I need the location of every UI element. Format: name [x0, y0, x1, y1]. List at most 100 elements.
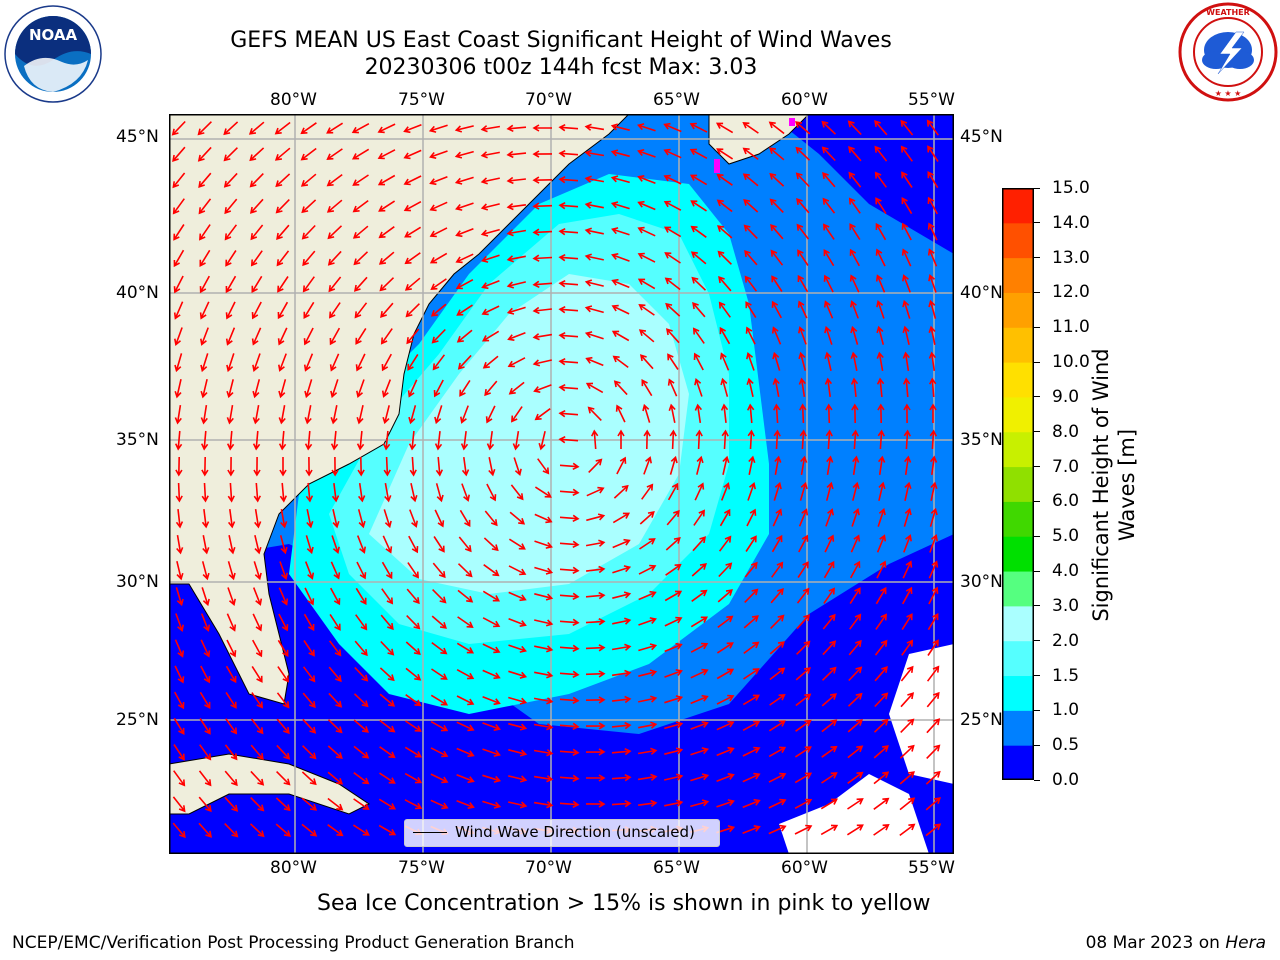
wave-direction-arrow [378, 251, 395, 265]
wave-direction-arrow [537, 458, 550, 475]
wave-direction-arrow [875, 222, 887, 241]
wave-direction-arrow [821, 146, 836, 162]
wave-direction-arrow [434, 431, 443, 451]
wave-direction-arrow [197, 121, 212, 136]
wave-direction-arrow [559, 540, 580, 549]
lat-label-right-25n: 25°N [960, 710, 1003, 730]
wave-direction-arrow [584, 253, 604, 261]
wave-direction-arrow [848, 197, 861, 214]
wave-direction-arrow [406, 588, 420, 605]
wave-direction-arrow [404, 772, 423, 784]
wave-direction-arrow [666, 509, 680, 526]
wave-direction-arrow [746, 377, 754, 397]
wave-direction-arrow [353, 251, 369, 266]
colorbar-tick-label: 14.0 [1052, 212, 1090, 233]
wave-direction-arrow [770, 224, 784, 240]
wave-direction-arrow [821, 719, 838, 733]
wave-direction-arrow [430, 720, 449, 732]
colorbar-tick-mark [1034, 675, 1040, 677]
wave-direction-arrow [326, 199, 343, 213]
wave-direction-arrow [901, 196, 913, 215]
wave-direction-arrow [768, 746, 787, 758]
wave-direction-arrow [745, 535, 757, 552]
wave-direction-arrow [508, 565, 527, 576]
wave-direction-arrow [823, 223, 835, 240]
wave-direction-arrow [480, 228, 500, 237]
wave-direction-arrow [825, 508, 834, 527]
wave-direction-arrow [174, 665, 185, 684]
wave-direction-arrow [584, 279, 604, 287]
wave-direction-arrow [454, 125, 474, 133]
wave-direction-arrow [330, 561, 341, 580]
wave-direction-arrow [456, 695, 475, 706]
wave-direction-arrow [277, 301, 289, 320]
wave-direction-arrow [824, 351, 832, 371]
wave-direction-arrow [381, 588, 394, 605]
wave-direction-arrow [768, 147, 785, 161]
wave-direction-arrow [355, 587, 367, 606]
wave-direction-arrow [899, 823, 916, 837]
wave-direction-arrow [327, 771, 344, 785]
wave-direction-arrow [690, 251, 707, 265]
wave-direction-arrow [875, 613, 887, 630]
wave-direction-arrow [641, 483, 654, 500]
wave-direction-arrow [795, 172, 810, 188]
wave-direction-arrow [558, 331, 579, 340]
wave-direction-arrow [611, 253, 630, 262]
wave-direction-arrow [874, 171, 887, 188]
wave-direction-arrow [822, 197, 836, 214]
wave-direction-arrow [223, 121, 239, 136]
wave-direction-arrow [198, 770, 212, 787]
wave-direction-arrow [532, 150, 553, 158]
wave-direction-arrow [403, 149, 422, 160]
wave-direction-arrow [279, 457, 287, 477]
wave-direction-arrow [694, 378, 703, 397]
wave-direction-arrow [173, 717, 185, 736]
wave-direction-arrow [586, 774, 606, 782]
wave-direction-arrow [430, 303, 447, 317]
wave-direction-arrow [303, 613, 315, 632]
wave-direction-arrow [638, 329, 655, 343]
wave-direction-arrow [249, 198, 264, 214]
wave-direction-arrow [926, 119, 939, 136]
wave-direction-arrow [304, 405, 312, 425]
wave-direction-arrow [768, 798, 787, 809]
wave-direction-arrow [664, 695, 684, 704]
wave-direction-arrow [201, 509, 210, 529]
wave-direction-arrow [849, 587, 861, 605]
wave-direction-arrow [850, 325, 859, 345]
colorbar-tick-label: 5.0 [1052, 526, 1080, 547]
wave-direction-arrow [201, 456, 209, 477]
wave-direction-arrow [327, 797, 344, 811]
wave-direction-arrow [637, 200, 656, 211]
wave-direction-arrow [200, 613, 211, 632]
wave-direction-arrow [692, 536, 707, 552]
wave-direction-arrow [847, 692, 863, 707]
wave-direction-arrow [770, 588, 784, 604]
colorbar-tick-mark [1034, 222, 1040, 224]
wave-direction-arrow [559, 488, 580, 497]
wave-direction-arrow [378, 824, 397, 836]
wave-direction-arrow [926, 744, 941, 759]
wave-direction-arrow [174, 639, 185, 658]
wave-direction-arrow [278, 379, 287, 399]
wave-direction-arrow [823, 560, 835, 579]
wave-direction-arrow [611, 643, 632, 651]
wave-direction-arrow [690, 747, 709, 756]
wave-direction-arrow [637, 799, 658, 808]
wave-direction-arrow [327, 745, 343, 760]
wave-direction-arrow [742, 746, 761, 757]
wave-direction-arrow [689, 174, 708, 186]
wave-direction-arrow [929, 429, 938, 450]
wave-direction-arrow [612, 695, 632, 704]
wave-direction-arrow [846, 824, 864, 836]
wave-direction-arrow [800, 455, 808, 476]
low-zone-ne [769, 114, 954, 254]
wave-direction-arrow [742, 772, 761, 783]
wave-direction-arrow [770, 249, 784, 266]
wave-direction-arrow [899, 797, 916, 811]
wave-direction-arrow [927, 248, 938, 267]
wave-direction-arrow [584, 331, 604, 340]
lon-label-top-65w: 65°W [653, 90, 700, 110]
wave-direction-arrow [174, 404, 182, 425]
